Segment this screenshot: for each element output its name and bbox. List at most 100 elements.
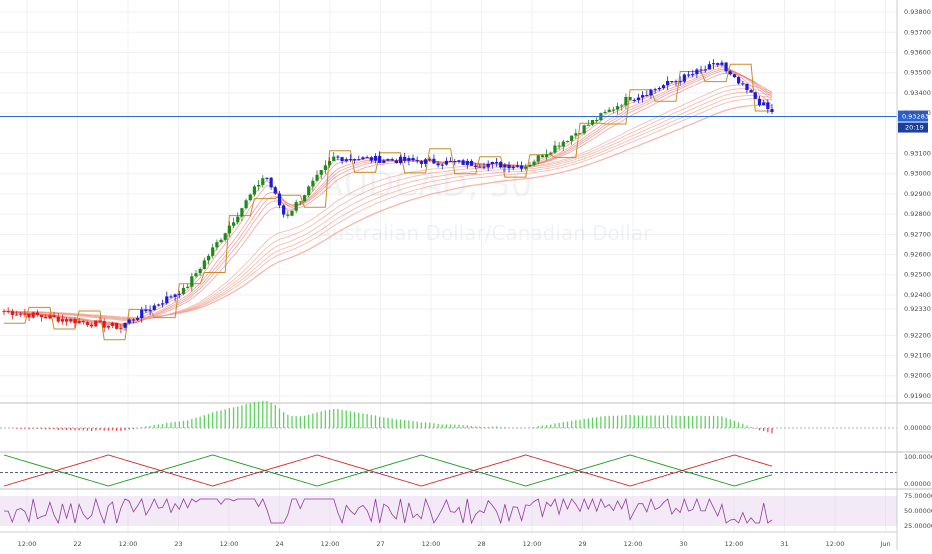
candle-body[interactable]: [373, 155, 378, 161]
candle-body[interactable]: [494, 162, 499, 164]
candle-body[interactable]: [315, 174, 319, 181]
candle-body[interactable]: [469, 160, 474, 166]
candle-body[interactable]: [169, 296, 173, 298]
candle-body[interactable]: [106, 325, 110, 328]
candle-body[interactable]: [724, 62, 728, 72]
candle-body[interactable]: [181, 287, 186, 294]
candle-body[interactable]: [227, 225, 231, 234]
candle-body[interactable]: [102, 321, 106, 328]
candle-body[interactable]: [131, 319, 135, 321]
candle-body[interactable]: [73, 319, 77, 324]
candle-body[interactable]: [286, 214, 290, 216]
candle-body[interactable]: [240, 208, 244, 217]
candle-body[interactable]: [657, 88, 661, 90]
candle-body[interactable]: [52, 315, 56, 317]
candle-body[interactable]: [528, 164, 532, 167]
candle-body[interactable]: [294, 202, 298, 211]
candle-body[interactable]: [457, 160, 461, 162]
candle-body[interactable]: [444, 160, 449, 165]
candle-body[interactable]: [386, 159, 390, 161]
candle-body[interactable]: [215, 242, 219, 248]
candle-body[interactable]: [770, 109, 774, 113]
candle-body[interactable]: [336, 156, 340, 158]
candle-body[interactable]: [94, 320, 98, 327]
candle-body[interactable]: [436, 163, 440, 166]
candle-body[interactable]: [519, 165, 524, 169]
candle-body[interactable]: [615, 106, 620, 110]
candle-body[interactable]: [632, 99, 636, 101]
candle-body[interactable]: [44, 316, 48, 319]
candle-body[interactable]: [486, 163, 490, 168]
candle-body[interactable]: [532, 161, 536, 165]
candle-body[interactable]: [449, 160, 453, 162]
candle-body[interactable]: [670, 80, 674, 83]
candle-body[interactable]: [85, 322, 90, 325]
candle-body[interactable]: [649, 89, 653, 96]
candle-body[interactable]: [81, 321, 85, 323]
candle-body[interactable]: [140, 309, 144, 319]
candle-body[interactable]: [478, 166, 482, 168]
candle-body[interactable]: [636, 97, 641, 101]
candle-body[interactable]: [19, 313, 23, 315]
candle-body[interactable]: [465, 160, 469, 165]
candle-body[interactable]: [332, 156, 336, 161]
candle-body[interactable]: [582, 125, 586, 134]
candle-body[interactable]: [716, 63, 720, 65]
candle-body[interactable]: [545, 154, 549, 158]
candle-body[interactable]: [720, 62, 724, 65]
candle-body[interactable]: [319, 169, 323, 175]
candle-body[interactable]: [737, 77, 741, 84]
candle-body[interactable]: [127, 319, 131, 323]
candle-body[interactable]: [749, 90, 753, 93]
candle-body[interactable]: [553, 145, 557, 153]
candle-body[interactable]: [211, 247, 215, 256]
candle-body[interactable]: [69, 319, 73, 322]
candle-body[interactable]: [282, 205, 286, 215]
candle-body[interactable]: [161, 303, 165, 305]
candle-body[interactable]: [344, 159, 348, 162]
candle-body[interactable]: [177, 293, 181, 295]
candle-body[interactable]: [357, 159, 361, 161]
candle-body[interactable]: [257, 184, 261, 187]
candle-body[interactable]: [123, 322, 127, 328]
candle-body[interactable]: [728, 71, 732, 75]
candle-body[interactable]: [762, 102, 766, 106]
candle-body[interactable]: [10, 311, 14, 315]
candle-body[interactable]: [595, 119, 599, 121]
candle-body[interactable]: [369, 157, 373, 161]
candle-body[interactable]: [590, 119, 595, 125]
candle-body[interactable]: [119, 327, 123, 329]
candle-body[interactable]: [511, 166, 515, 169]
candle-body[interactable]: [206, 255, 211, 261]
candle-body[interactable]: [219, 239, 223, 243]
candle-body[interactable]: [56, 316, 60, 322]
candle-body[interactable]: [766, 102, 770, 110]
candle-body[interactable]: [661, 85, 666, 89]
candle-body[interactable]: [419, 161, 423, 164]
candle-body[interactable]: [678, 81, 682, 83]
candle-body[interactable]: [707, 64, 711, 70]
candle-body[interactable]: [482, 166, 486, 168]
candle-body[interactable]: [248, 194, 252, 201]
candle-body[interactable]: [307, 186, 311, 196]
candle-body[interactable]: [190, 276, 194, 287]
candle-body[interactable]: [194, 273, 198, 277]
candle-body[interactable]: [753, 92, 757, 99]
candle-body[interactable]: [691, 74, 695, 76]
candle-body[interactable]: [48, 315, 52, 319]
candle-body[interactable]: [27, 313, 31, 318]
candle-body[interactable]: [39, 315, 44, 317]
candle-body[interactable]: [198, 268, 202, 274]
candle-body[interactable]: [624, 97, 628, 106]
candle-body[interactable]: [645, 95, 649, 97]
candle-body[interactable]: [302, 195, 307, 202]
candle-body[interactable]: [549, 152, 553, 155]
candle-body[interactable]: [348, 159, 353, 161]
candle-body[interactable]: [394, 160, 398, 164]
candle-body[interactable]: [311, 180, 315, 187]
candle-body[interactable]: [365, 157, 369, 159]
candle-body[interactable]: [323, 165, 327, 170]
candle-body[interactable]: [540, 155, 545, 158]
candle-body[interactable]: [152, 305, 156, 311]
